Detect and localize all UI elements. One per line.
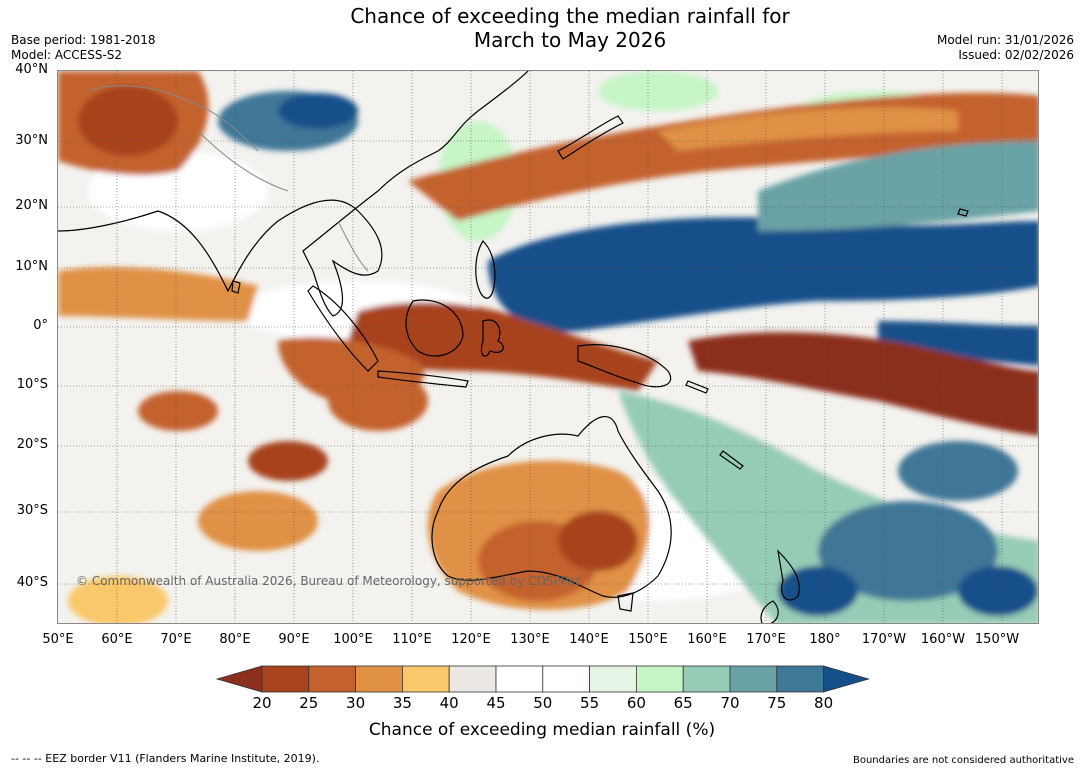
- title-line-1: Chance of exceeding the median rainfall …: [350, 4, 790, 28]
- sulawesi-coast: [480, 319, 504, 357]
- colorbar-segment: [261, 665, 310, 693]
- lon-label: 80°E: [219, 632, 251, 647]
- hawaii-coast: [957, 208, 969, 217]
- lat-label: 10°S: [16, 377, 48, 392]
- lat-label: 30°S: [16, 503, 48, 518]
- solomon-coast: [685, 380, 709, 394]
- lon-label: 140°E: [569, 632, 609, 647]
- lon-label: 130°E: [510, 632, 550, 647]
- colorbar: [215, 665, 871, 693]
- colorbar-label: Chance of exceeding median rainfall (%): [368, 720, 716, 740]
- lat-label: 20°N: [15, 198, 48, 213]
- new-caledonia-coast: [719, 450, 744, 470]
- colorbar-segments: [215, 665, 871, 693]
- nz-coast: [760, 549, 800, 623]
- colorbar-tick-label: 40: [439, 694, 459, 712]
- map-title: Chance of exceeding the median rainfall …: [300, 4, 840, 52]
- colorbar-tick-label: 45: [486, 694, 506, 712]
- lat-label: 20°S: [16, 437, 48, 452]
- borneo-coast: [405, 299, 464, 357]
- lat-label: 0°: [33, 318, 48, 333]
- lon-label: 160°W: [920, 632, 966, 647]
- lon-label: 110°E: [392, 632, 432, 647]
- colorbar-tick-label: 55: [580, 694, 600, 712]
- japan-coast: [557, 115, 624, 160]
- new-guinea-coast: [577, 344, 672, 388]
- tasmania-coast: [617, 592, 634, 612]
- map-svg: [58, 71, 1038, 623]
- lon-label: 90°E: [278, 632, 310, 647]
- colorbar-segment: [682, 665, 731, 693]
- lon-label: 60°E: [101, 632, 133, 647]
- disclaimer: Boundaries are not considered authoritat…: [852, 755, 1074, 766]
- colorbar-segment: [448, 665, 497, 693]
- colorbar-segment: [495, 665, 544, 693]
- sumatra-coast: [307, 285, 379, 372]
- colorbar-tick-label: 70: [720, 694, 740, 712]
- lon-label: 70°E: [160, 632, 192, 647]
- meta-left: Base period: 1981-2018 Model: ACCESS-S2: [11, 33, 156, 63]
- colorbar-segment-over: [823, 665, 871, 693]
- lon-label: 100°E: [333, 632, 373, 647]
- lat-label: 30°N: [15, 133, 48, 148]
- australia-coast: [431, 416, 672, 598]
- base-period-text: Base period: 1981-2018: [11, 33, 156, 47]
- colorbar-tick-label: 20: [252, 694, 272, 712]
- model-text: Model: ACCESS-S2: [11, 48, 123, 62]
- lon-label: 150°E: [628, 632, 668, 647]
- title-line-2: March to May 2026: [473, 28, 667, 52]
- colorbar-tick-label: 65: [673, 694, 693, 712]
- rainfall-field: [58, 71, 1038, 623]
- colorbar-segment: [776, 665, 824, 693]
- lon-label: 160°E: [687, 632, 727, 647]
- model-run-text: Model run: 31/01/2026: [936, 33, 1074, 47]
- asia-coast: [58, 71, 529, 317]
- colorbar-tick-label: 80: [814, 694, 834, 712]
- colorbar-tick-label: 30: [346, 694, 366, 712]
- rainfall-map: [57, 70, 1039, 624]
- lon-label: 120°E: [451, 632, 491, 647]
- colorbar-segment-under: [215, 665, 263, 693]
- colorbar-segment: [635, 665, 684, 693]
- lon-label: 170°E: [746, 632, 786, 647]
- colorbar-tick-label: 75: [767, 694, 787, 712]
- issued-text: Issued: 02/02/2026: [958, 48, 1074, 62]
- colorbar-segment: [589, 665, 637, 693]
- colorbar-tick-label: 25: [299, 694, 319, 712]
- colorbar-tick-label: 60: [626, 694, 646, 712]
- lon-label: 150°W: [974, 632, 1020, 647]
- colorbar-segment: [542, 665, 590, 693]
- colorbar-segment: [355, 665, 403, 693]
- coastlines: [58, 71, 969, 623]
- lat-label: 10°N: [15, 259, 48, 274]
- colorbar-tick-label: 50: [533, 694, 553, 712]
- colorbar-tick-label: 35: [392, 694, 412, 712]
- philippines-coast: [475, 240, 496, 299]
- sri-lanka-coast: [231, 280, 241, 294]
- eez-legend: -- -- -- EEZ border V11 (Flanders Marine…: [11, 752, 320, 765]
- copyright-watermark: © Commonwealth of Australia 2026, Bureau…: [76, 574, 582, 588]
- lat-label: 40°S: [16, 575, 48, 590]
- lat-label: 40°N: [15, 62, 48, 77]
- java-coast: [377, 370, 469, 388]
- country-borders: [87, 85, 369, 272]
- meta-right: Model run: 31/01/2026 Issued: 02/02/2026: [937, 33, 1074, 63]
- graticule: [58, 71, 1038, 623]
- colorbar-segment: [729, 665, 778, 693]
- lon-label: 50°E: [42, 632, 74, 647]
- lon-label: 170°W: [861, 632, 907, 647]
- lon-label: 180°: [809, 632, 841, 647]
- colorbar-segment: [401, 665, 450, 693]
- colorbar-segment: [308, 665, 357, 693]
